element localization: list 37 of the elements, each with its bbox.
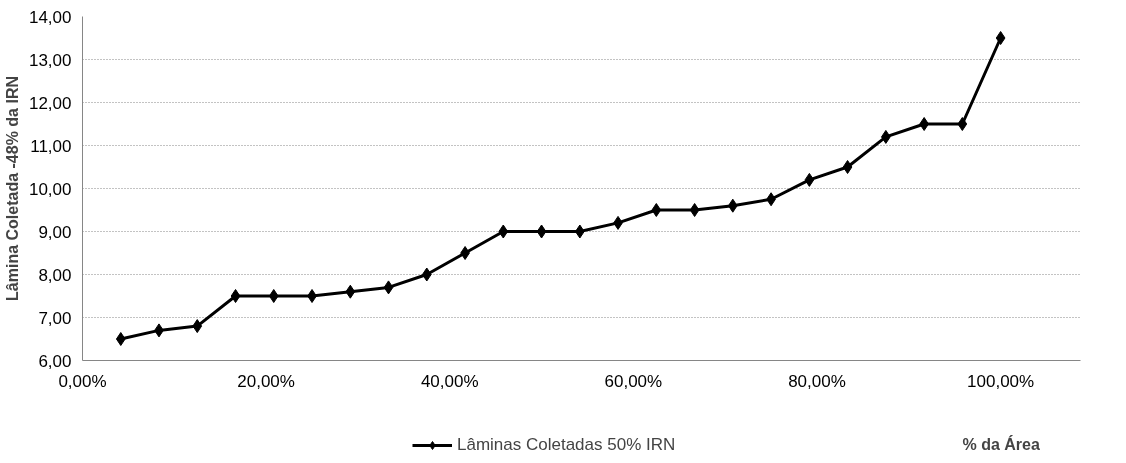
x-tick-label: 20,00% — [237, 371, 295, 391]
y-tick-label: 9,00 — [38, 222, 72, 242]
point — [919, 117, 929, 131]
point — [727, 198, 738, 213]
point — [192, 319, 203, 334]
y-axis-title: Lâmina Coletada -48% da IRN — [3, 76, 21, 301]
point — [115, 332, 126, 346]
point — [307, 289, 317, 303]
y-tick-label: 8,00 — [38, 265, 72, 285]
x-axis-title: % da Área — [962, 434, 1040, 453]
y-tick-label: 13,00 — [28, 50, 72, 70]
point — [957, 117, 968, 131]
x-tick-label: 40,00% — [420, 371, 479, 391]
y-tick-label: 11,00 — [30, 136, 72, 156]
point — [804, 172, 815, 187]
point — [345, 284, 356, 299]
y-tick-label: 14,00 — [28, 7, 72, 27]
y-tick-label: 12,00 — [28, 93, 72, 113]
point — [689, 203, 700, 217]
point — [460, 246, 470, 260]
point — [498, 224, 509, 239]
point — [421, 267, 432, 282]
x-tick-label: 0,00% — [58, 371, 107, 391]
point — [536, 224, 547, 239]
point — [651, 203, 662, 217]
x-tick-label: 60,00% — [604, 371, 663, 391]
point — [842, 160, 853, 174]
point — [995, 31, 1006, 45]
point — [383, 280, 394, 295]
x-tick-label: 80,00% — [788, 371, 846, 391]
point — [268, 289, 279, 303]
y-tick-label: 6,00 — [38, 351, 72, 371]
point — [230, 289, 241, 303]
x-tick-label: 100,00% — [967, 371, 1035, 391]
y-tick-label: 7,00 — [38, 308, 72, 328]
y-tick-label: 10,00 — [28, 179, 72, 199]
legend-label: Lâminas Coletadas 50% IRN — [457, 435, 676, 455]
